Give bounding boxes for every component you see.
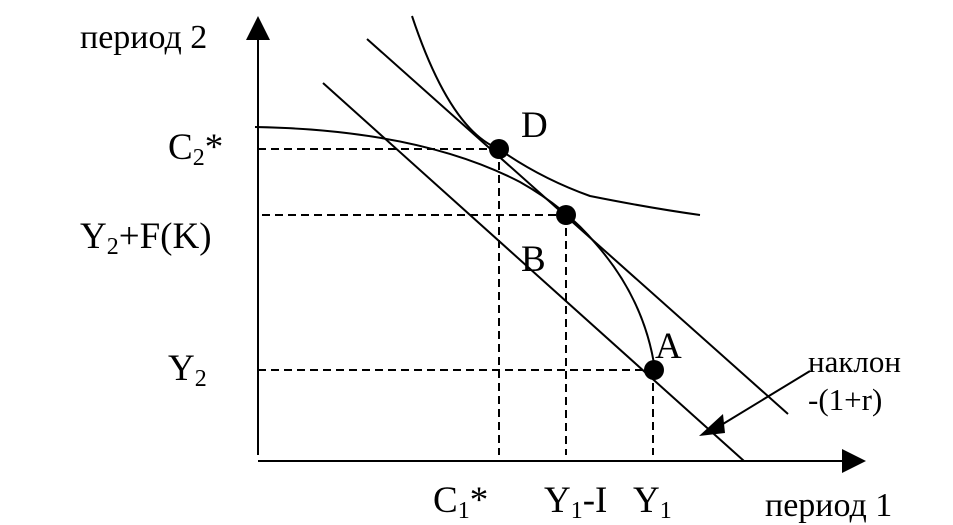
slope-pointer-arrow-icon	[699, 414, 725, 436]
point-d-label: D	[521, 105, 548, 146]
x-tick-c1: C1*	[433, 480, 488, 524]
point-d	[489, 139, 509, 159]
point-a	[644, 360, 664, 380]
slope-pointer-line	[717, 370, 811, 428]
y-axis-arrow-icon	[246, 16, 270, 40]
y-axis-title: период 2	[80, 19, 207, 56]
slope-label-line2: -(1+r)	[808, 382, 882, 417]
point-a-label: A	[655, 326, 682, 367]
budget-line-lower	[322, 82, 745, 462]
production-curve	[254, 126, 656, 371]
y-tick-c2: C2*	[168, 127, 223, 171]
x-axis-title: период 1	[765, 487, 892, 524]
budget-line-upper	[366, 38, 789, 415]
slope-label-line1: наклон	[808, 344, 901, 379]
x-axis-arrow-icon	[842, 449, 866, 473]
point-b	[556, 205, 576, 225]
x-tick-y1: Y1	[633, 480, 672, 524]
x-tick-y1i: Y1-I	[544, 480, 607, 524]
y-tick-y2: Y2	[168, 348, 207, 392]
point-b-label: B	[521, 239, 546, 280]
y-tick-y2f: Y2+F(K)	[80, 216, 212, 260]
indifference-curve	[411, 15, 701, 216]
